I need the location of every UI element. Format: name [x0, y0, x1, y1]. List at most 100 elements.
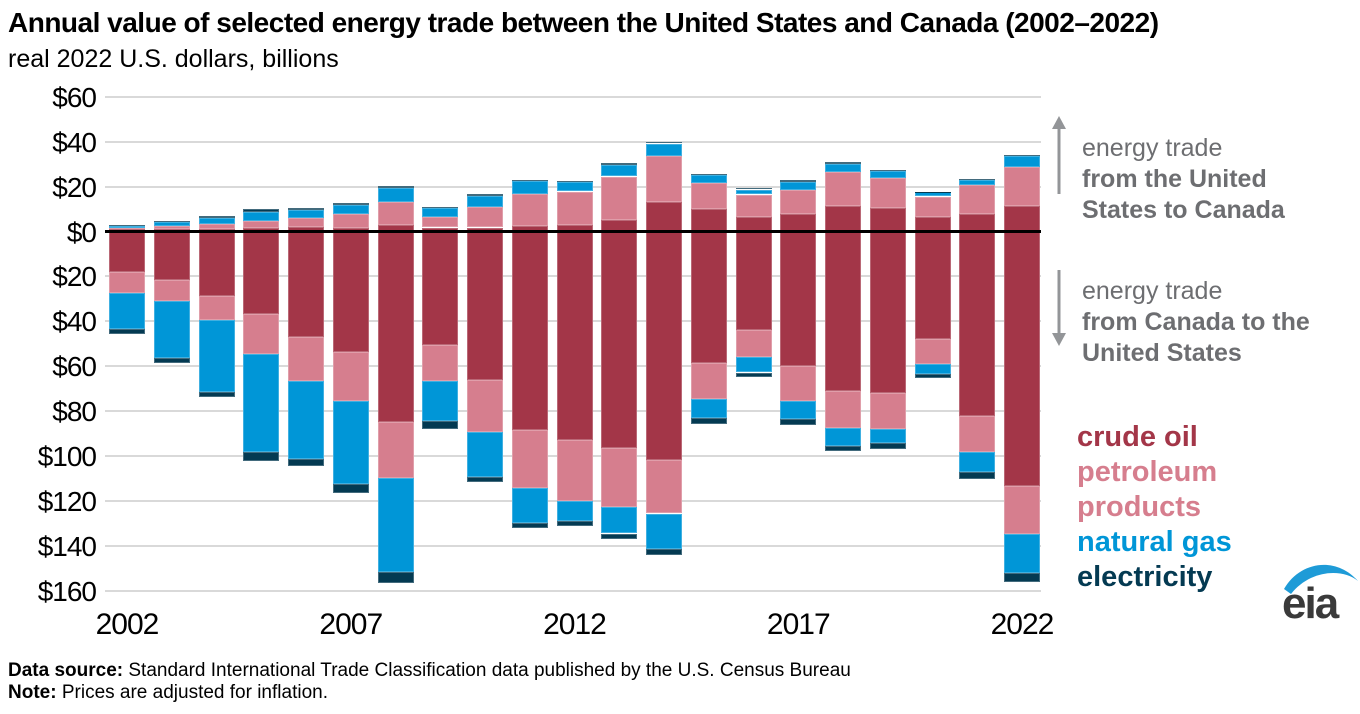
zero-axis-line [105, 230, 1041, 233]
y-tick-label-80-neg: $80 [52, 396, 97, 428]
bar-segment-2004-electricity-import [198, 391, 235, 397]
bar-segment-2012-natural-gas-import [556, 500, 593, 521]
bar-segment-2022-petroleum-products-export [1004, 167, 1040, 207]
bar-segment-2007-natural-gas-export [332, 205, 369, 214]
bar-segment-2014-petroleum-products-export [646, 155, 682, 202]
bar-segment-2010-electricity-export [467, 194, 503, 197]
bar-segment-2015-crude-oil-export [690, 208, 727, 232]
bar-segment-2010-petroleum-products-export [467, 206, 503, 228]
bar-segment-2021-petroleum-products-export [959, 184, 996, 215]
bar-segment-2016-natural-gas-export [735, 189, 772, 195]
bar-segment-2002-petroleum-products-export [109, 227, 145, 230]
plot-area: $60 $40 $20 $0 $20 $40 $60 $80 $100 $120 $140 $160 2… [37, 81, 1055, 641]
bar-segment-2012-crude-oil-export [556, 224, 593, 232]
x-tick-label-2007: 2007 [319, 608, 383, 641]
bar-segment-2022-petroleum-products-import [1004, 486, 1040, 535]
legend-item-petroleum-products: petroleum products [1077, 456, 1218, 523]
bar-segment-2003-petroleum-products-export [153, 225, 190, 230]
bar-segment-2009-petroleum-products-export [422, 216, 459, 228]
bar-segment-2015-natural-gas-import [690, 399, 727, 419]
arrow-down-icon [1052, 270, 1066, 346]
bar-segment-2010-crude-oil-export [467, 227, 503, 232]
bar-segment-2005-petroleum-products-import [243, 313, 280, 354]
note-line: Note: Prices are adjusted for inflation. [8, 682, 1348, 704]
gridline [105, 589, 1041, 592]
bar-segment-2012-electricity-export [556, 180, 593, 183]
chart-header: Annual value of selected energy trade be… [8, 6, 1356, 74]
x-tick-label-2017: 2017 [766, 608, 831, 641]
bar-segment-2021-electricity-export [959, 178, 996, 180]
y-tick-label-60: $60 [52, 81, 97, 113]
bar-segment-2008-electricity-import [377, 572, 414, 584]
bar-segment-2006-natural-gas-import [288, 381, 324, 460]
bar-segment-2007-crude-oil-import [332, 231, 369, 353]
annotation-canada-to-us-line1: energy trade [1082, 277, 1223, 305]
bar-segment-2019-petroleum-products-export [869, 177, 906, 208]
bar-segment-2018-electricity-export [825, 162, 861, 164]
bar-segment-2018-crude-oil-export [825, 206, 861, 232]
gridline [105, 544, 1041, 547]
bar-segment-2004-crude-oil-import [198, 231, 235, 297]
bar-segment-2005-natural-gas-export [243, 211, 280, 221]
y-tick-label-100-neg: $100 [37, 441, 97, 472]
bar-segment-2003-electricity-import [153, 357, 190, 363]
energy-trade-chart: $60 $40 $20 $0 $20 $40 $60 $80 $100 $120 $140 $160 2… [37, 81, 1358, 641]
bar-segment-2018-natural-gas-export [825, 163, 861, 172]
bar-segment-2018-petroleum-products-import [825, 391, 861, 428]
bar-segment-2019-natural-gas-import [869, 428, 906, 443]
bar-segment-2018-crude-oil-import [825, 231, 861, 392]
bar-segment-2010-electricity-import [467, 476, 503, 483]
bar-segment-2002-natural-gas-export [109, 225, 145, 228]
y-tick-label-20: $20 [52, 171, 97, 203]
gridline [105, 140, 1041, 143]
x-tick-label-2012: 2012 [543, 608, 607, 641]
bar-segment-2012-petroleum-products-import [556, 440, 593, 501]
bar-segment-2004-petroleum-products-export [198, 223, 235, 229]
bar-segment-2004-natural-gas-import [198, 319, 235, 392]
y-tick-label-60-neg: $60 [52, 351, 97, 383]
bar-segment-2014-natural-gas-import [646, 513, 682, 550]
bar-segment-2011-petroleum-products-import [511, 430, 548, 489]
bar-segment-2021-crude-oil-export [959, 214, 996, 232]
bar-segment-2018-petroleum-products-export [825, 171, 861, 207]
bar-segment-2006-electricity-import [288, 459, 324, 467]
bar-segment-2006-crude-oil-import [288, 231, 324, 338]
bar-segment-2016-electricity-export [735, 188, 772, 190]
bar-segment-2014-natural-gas-export [646, 143, 682, 156]
annotation-canada-to-us-line2: from Canada to the United States [1082, 308, 1310, 367]
bar-segment-2009-petroleum-products-import [422, 344, 459, 382]
bar-segment-2022-natural-gas-import [1004, 534, 1040, 573]
y-tick-label-40: $40 [52, 126, 97, 158]
bar-segment-2016-crude-oil-import [735, 231, 772, 330]
bar-segment-2009-electricity-export [422, 207, 459, 209]
bar-segment-2014-petroleum-products-import [646, 460, 682, 514]
y-tick-label-120-neg: $120 [37, 485, 97, 517]
bar-segment-2008-crude-oil-export [377, 225, 414, 232]
data-source-label: Data source: [8, 660, 124, 681]
bar-segment-2014-electricity-export [646, 142, 682, 144]
bar-segment-2022-electricity-export [1004, 154, 1040, 156]
bar-segment-2015-electricity-import [690, 418, 727, 425]
bar-segment-2005-crude-oil-export [243, 227, 280, 232]
bar-segment-2009-crude-oil-import [422, 231, 459, 345]
gridline [105, 95, 1041, 98]
bar-segment-2011-crude-oil-import [511, 231, 548, 430]
bar-segment-2019-petroleum-products-import [869, 392, 906, 429]
bar-segment-2013-crude-oil-export [601, 219, 638, 232]
data-source-text: Standard International Trade Classificat… [123, 660, 851, 681]
annotation-us-to-canada-line2: from the United States to Canada [1082, 165, 1285, 224]
bar-segment-2006-petroleum-products-export [288, 217, 324, 227]
bar-segment-2017-petroleum-products-export [780, 189, 817, 215]
bar-segment-2017-natural-gas-import [780, 400, 817, 420]
bar-segment-2022-crude-oil-export [1004, 206, 1040, 232]
bar-segment-2005-crude-oil-import [243, 231, 280, 314]
bar-segment-2011-natural-gas-import [511, 488, 548, 524]
chart-subtitle: real 2022 U.S. dollars, billions [8, 45, 339, 73]
eia-logo-text: eia [1282, 579, 1340, 624]
bar-segment-2022-electricity-import [1004, 572, 1040, 582]
bar-segment-2002-crude-oil-import [109, 231, 145, 273]
bar-segment-2021-natural-gas-import [959, 452, 996, 473]
bar-segment-2016-crude-oil-export [735, 216, 772, 232]
bar-segment-2007-electricity-import [332, 483, 369, 493]
